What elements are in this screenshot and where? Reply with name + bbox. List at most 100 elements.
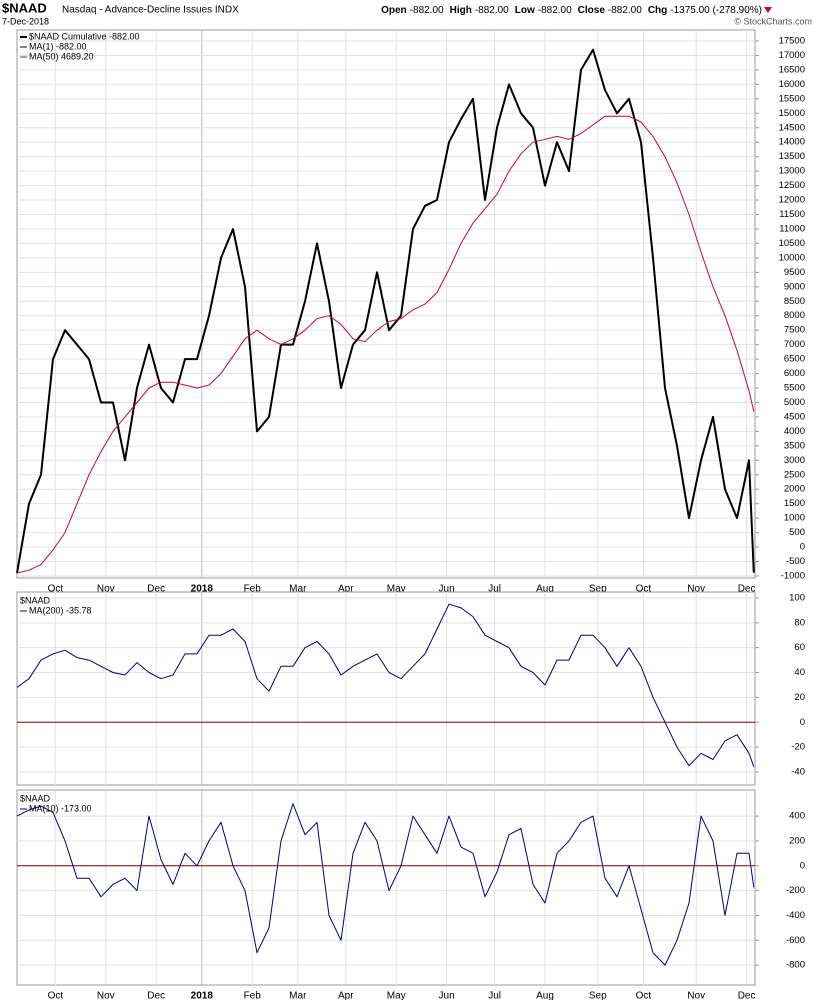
quote-label: Open (381, 5, 407, 16)
y-tick-label: 17500 (779, 36, 805, 47)
x-tick-label: Apr (338, 584, 354, 595)
panel-title: $NAAD (20, 793, 51, 803)
y-tick-label: 9000 (784, 281, 805, 292)
y-tick-label: 12500 (779, 180, 805, 191)
chart-title: $NAAD (2, 0, 47, 15)
x-tick-label: Dec (738, 991, 756, 1000)
y-tick-label: 3000 (784, 455, 805, 466)
quote-label: Close (578, 5, 606, 16)
y-tick-label: 0 (800, 542, 805, 553)
x-tick-label: Jun (439, 991, 455, 1000)
plot-frame (16, 29, 756, 579)
y-tick-label: 10000 (779, 252, 805, 263)
quote-value: -882.00 (475, 5, 509, 16)
legend-label: MA(200) -35.78 (29, 605, 92, 615)
y-tick-label: 16000 (779, 79, 805, 90)
x-tick-label: Jun (439, 584, 455, 595)
legend-label: $NAAD Cumulative -882.00 (29, 31, 140, 41)
x-tick-label: 2018 (191, 991, 214, 1000)
y-tick-label: 8500 (784, 296, 805, 307)
y-tick-label: -20 (791, 742, 805, 753)
y-tick-label: 9500 (784, 267, 805, 278)
quote-value: -882.00 (410, 5, 444, 16)
y-tick-label: 17000 (779, 50, 805, 61)
x-tick-label: Oct (636, 584, 652, 595)
y-tick-label: 1000 (784, 513, 805, 524)
quote-label: Low (515, 5, 535, 16)
y-tick-label: 14000 (779, 137, 805, 148)
x-tick-label: Oct (636, 991, 652, 1000)
y-tick-label: -400 (786, 910, 805, 921)
x-tick-label: May (387, 584, 406, 595)
y-tick-label: 7500 (784, 325, 805, 336)
y-tick-label: 2500 (784, 469, 805, 480)
y-tick-label: 4000 (784, 426, 805, 437)
y-tick-label: 12000 (779, 195, 805, 206)
y-tick-label: 11500 (779, 209, 805, 220)
change-arrow (764, 7, 772, 13)
y-tick-label: 14500 (779, 122, 805, 133)
y-tick-label: 5000 (784, 397, 805, 408)
x-tick-label: Jul (488, 584, 501, 595)
x-tick-label: Dec (738, 584, 756, 595)
copyright: © StockCharts.com (734, 16, 812, 26)
y-tick-label: 10500 (779, 238, 805, 249)
x-tick-label: 2018 (191, 584, 214, 595)
x-tick-label: Feb (244, 584, 262, 595)
x-tick-label: Mar (289, 584, 307, 595)
series-line (16, 603, 755, 767)
y-tick-label: -500 (786, 556, 805, 567)
y-tick-label: 6500 (784, 354, 805, 365)
y-tick-label: 40 (794, 667, 805, 678)
y-tick-label: 5500 (784, 383, 805, 394)
x-tick-label: Mar (289, 991, 307, 1000)
y-tick-label: 200 (789, 835, 805, 846)
x-tick-label: May (387, 991, 406, 1000)
legend-label: MA(10) -173.00 (29, 803, 92, 813)
y-tick-label: 15000 (779, 108, 805, 119)
y-tick-label: 13000 (779, 166, 805, 177)
y-tick-label: 16500 (779, 64, 805, 75)
x-tick-label: Aug (536, 584, 554, 595)
chart-date: 7-Dec-2018 (2, 16, 49, 26)
y-tick-label: 0 (800, 860, 805, 871)
y-tick-label: -40 (791, 766, 805, 777)
y-tick-label: 1500 (784, 498, 805, 509)
x-tick-label: Apr (338, 991, 354, 1000)
y-tick-label: -200 (786, 885, 805, 896)
y-tick-label: 11000 (779, 223, 805, 234)
quote-value: -882.00 (608, 5, 642, 16)
x-tick-label: Aug (536, 991, 554, 1000)
y-tick-label: 13500 (779, 151, 805, 162)
y-tick-label: 3500 (784, 440, 805, 451)
y-tick-label: 8000 (784, 310, 805, 321)
x-tick-label: Jul (488, 991, 501, 1000)
x-tick-label: Nov (97, 991, 115, 1000)
y-tick-label: 6000 (784, 368, 805, 379)
y-tick-label: 15500 (779, 93, 805, 104)
y-tick-label: 7000 (784, 339, 805, 350)
quote-value: -1375.00 (-278.90%) (670, 5, 762, 16)
x-tick-label: Sep (589, 991, 607, 1000)
x-tick-label: Nov (97, 584, 115, 595)
y-tick-label: -800 (786, 960, 805, 971)
y-tick-label: 0 (800, 717, 805, 728)
y-tick-label: 500 (789, 527, 805, 538)
quote-label: Chg (648, 5, 667, 16)
quote-value: -882.00 (538, 5, 572, 16)
x-tick-label: Feb (244, 991, 262, 1000)
x-tick-label: Dec (147, 991, 165, 1000)
y-tick-label: 2000 (784, 484, 805, 495)
y-tick-label: 100 (789, 592, 805, 603)
x-tick-label: Nov (687, 584, 705, 595)
quote-label: High (450, 5, 472, 16)
series-line (16, 115, 755, 574)
legend-label: MA(50) 4689.20 (29, 51, 94, 61)
x-tick-label: Dec (147, 584, 165, 595)
plot-frame (16, 591, 756, 786)
x-tick-label: Oct (48, 991, 64, 1000)
y-tick-label: 80 (794, 617, 805, 628)
x-tick-label: Nov (687, 991, 705, 1000)
